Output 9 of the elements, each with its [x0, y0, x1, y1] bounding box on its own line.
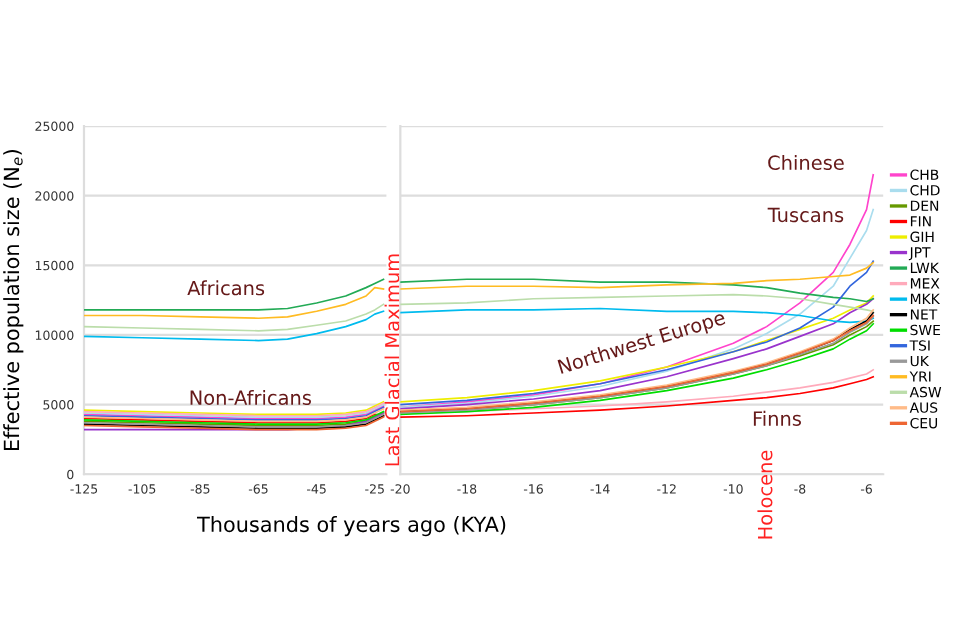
annotation: Holocene: [757, 450, 773, 539]
x-axis-title: Thousands of years ago (KYA): [197, 516, 506, 537]
annotation: Tuscans: [767, 207, 844, 223]
annotation: Last Glacial Maximum: [384, 254, 400, 466]
y-axis-title: Effective population size (N$_{e}$): [3, 150, 24, 451]
annotation: Finns: [753, 410, 801, 426]
annotation: Non-Africans: [190, 389, 311, 406]
annotation: Africans: [187, 280, 265, 296]
annotation: Chinese: [768, 154, 844, 171]
